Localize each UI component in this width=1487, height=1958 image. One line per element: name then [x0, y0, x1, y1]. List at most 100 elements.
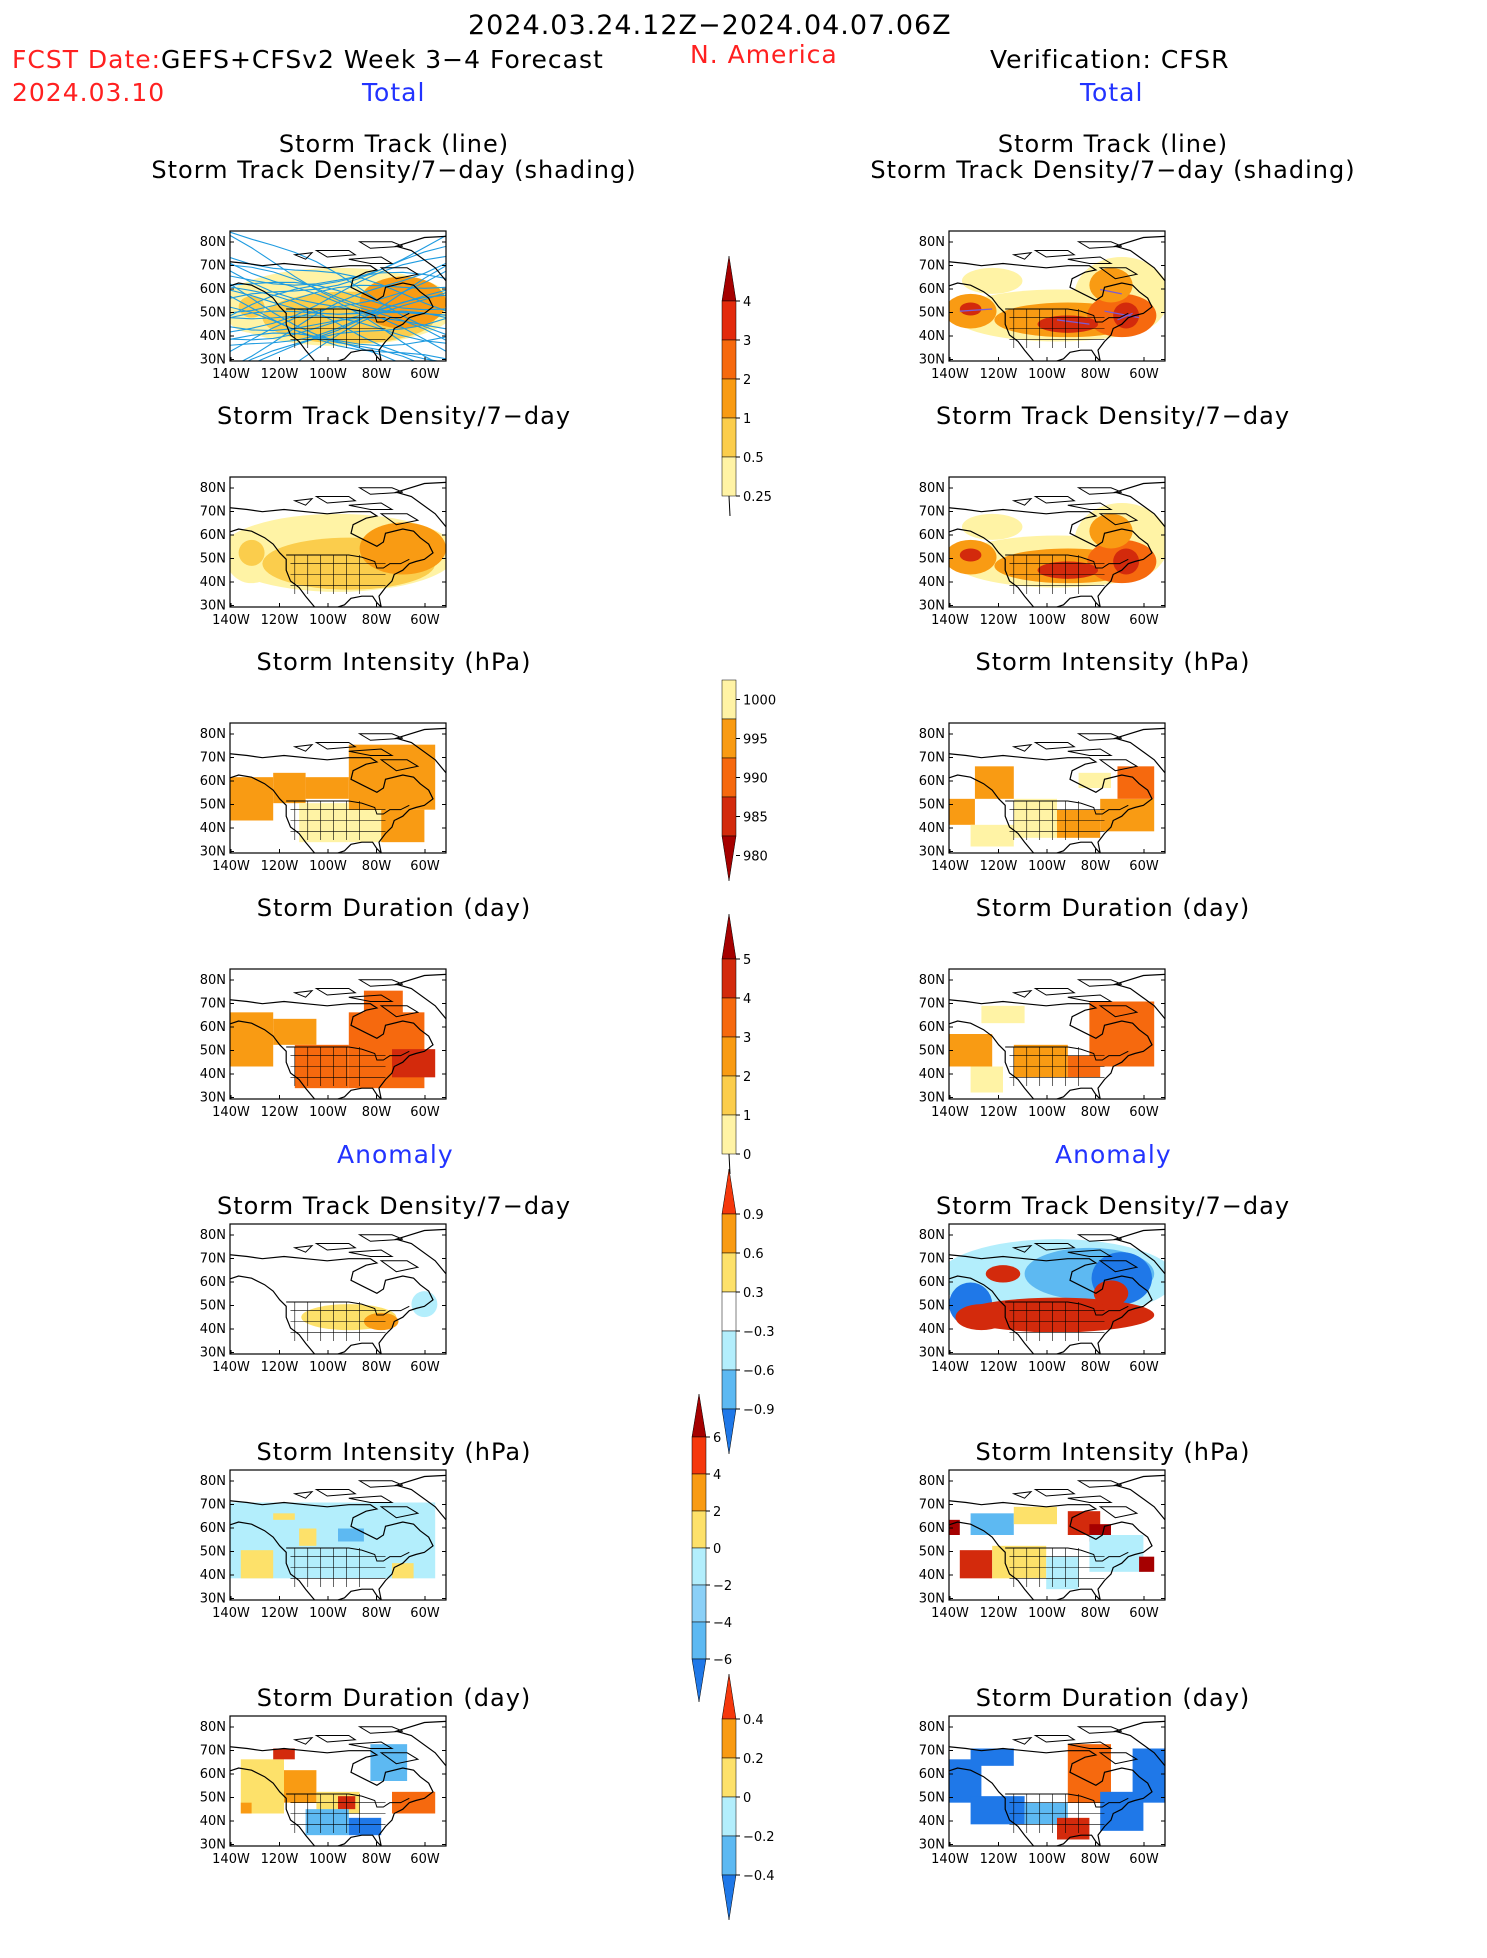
colorbar-swatch — [721, 1252, 737, 1293]
lon-label: 120W — [980, 1852, 1018, 1867]
lat-label: 70N — [200, 1252, 226, 1267]
colorbar-label: 2 — [713, 1505, 721, 1520]
fcst-duration-title: Storm Duration (day) — [256, 894, 532, 922]
lon-label: 80W — [362, 1852, 392, 1867]
colorbar-label: 1 — [743, 1109, 751, 1124]
lat-label: 30N — [919, 845, 945, 860]
lon-label: 80W — [362, 613, 392, 628]
cfsr-duration-anom-map: 80N 70N 60N 50N 40N 30N 140W 120W 100W 80W 60W — [879, 1710, 1179, 1879]
colorbar-label: 0.25 — [743, 490, 772, 505]
lat-label: 80N — [200, 973, 226, 988]
lat-label: 40N — [919, 821, 945, 836]
lon-label: 100W — [1028, 1852, 1066, 1867]
colorbar-label: −4 — [713, 1616, 732, 1631]
lon-label: 140W — [931, 1360, 969, 1375]
colorbar-swatch — [721, 1114, 737, 1155]
lon-label: 120W — [261, 1105, 299, 1120]
colorbar-duration: 5 4 3 2 1 0 — [720, 900, 800, 1198]
lat-label: 80N — [200, 1228, 226, 1243]
fcst-intensity-anom-title: Storm Intensity (hPa) — [256, 1438, 532, 1466]
lat-label: 50N — [919, 1299, 945, 1314]
lat-label: 40N — [200, 1067, 226, 1082]
lat-label: 50N — [200, 552, 226, 567]
lon-label: 120W — [980, 859, 1018, 874]
lat-label: 70N — [200, 1498, 226, 1513]
fcst-duration-map: 80N 70N 60N 50N 40N 30N 140W 120W 100W 80W 60W — [160, 963, 460, 1132]
colorbar-swatch — [721, 1796, 737, 1837]
lat-label: 70N — [200, 751, 226, 766]
lon-label: 100W — [309, 613, 347, 628]
lon-label: 60W — [410, 1852, 440, 1867]
lat-label: 40N — [919, 1568, 945, 1583]
lon-label: 140W — [212, 1606, 250, 1621]
cfsr-duration-anom-title: Storm Duration (day) — [975, 1684, 1251, 1712]
fcst-intensity-map: 80N 70N 60N 50N 40N 30N 140W 120W 100W 80W 60W — [160, 717, 460, 886]
lat-label: 70N — [919, 997, 945, 1012]
lat-label: 60N — [200, 1275, 226, 1290]
lon-label: 120W — [980, 367, 1018, 382]
lat-label: 30N — [200, 1346, 226, 1361]
lon-label: 100W — [1028, 367, 1066, 382]
lon-label: 140W — [212, 1105, 250, 1120]
colorbar-swatch — [721, 757, 737, 798]
lat-label: 60N — [200, 1521, 226, 1536]
lon-label: 140W — [931, 1606, 969, 1621]
lon-label: 80W — [362, 367, 392, 382]
lat-label: 80N — [200, 481, 226, 496]
region-label: N. America — [690, 40, 838, 69]
lat-label: 80N — [200, 235, 226, 250]
colorbar-swatch — [721, 1718, 737, 1759]
cfsr-duration-title: Storm Duration (day) — [975, 894, 1251, 922]
cfsr-density-anom-map: 80N 70N 60N 50N 40N 30N 140W 120W 100W 80W 60W — [879, 1218, 1179, 1387]
colorbar-swatch — [691, 1510, 707, 1549]
lon-label: 80W — [362, 1105, 392, 1120]
colorbar-label: 0 — [713, 1542, 721, 1557]
fcst-intensity-anom-map: 80N 70N 60N 50N 40N 30N 140W 120W 100W 80W 60W — [160, 1464, 460, 1633]
lat-label: 40N — [200, 329, 226, 344]
lon-label: 120W — [980, 1105, 1018, 1120]
lon-label: 120W — [261, 367, 299, 382]
lon-label: 140W — [212, 367, 250, 382]
cfsr-track-shading-title: Storm Track Density/7−day (shading) — [870, 156, 1356, 184]
fcst-product: GEFS+CFSv2 Week 3−4 Forecast — [161, 45, 604, 74]
lon-label: 60W — [1129, 1606, 1159, 1621]
colorbar-swatch — [721, 958, 737, 999]
fcst-duration-anom-map: 80N 70N 60N 50N 40N 30N 140W 120W 100W 80W 60W — [160, 1710, 460, 1879]
lat-label: 60N — [919, 1521, 945, 1536]
lat-label: 40N — [200, 821, 226, 836]
colorbar-label: 3 — [743, 1031, 751, 1046]
lat-label: 80N — [919, 1720, 945, 1735]
lon-label: 140W — [931, 859, 969, 874]
lon-label: 60W — [1129, 1852, 1159, 1867]
lat-label: 70N — [919, 1252, 945, 1267]
lat-label: 70N — [200, 259, 226, 274]
colorbar-label: 0.2 — [743, 1752, 764, 1767]
lon-label: 100W — [1028, 1606, 1066, 1621]
lon-label: 120W — [261, 1606, 299, 1621]
fcst-density-title: Storm Track Density/7−day — [216, 402, 572, 430]
lon-label: 80W — [362, 1606, 392, 1621]
lon-label: 80W — [362, 1360, 392, 1375]
lon-label: 140W — [931, 1105, 969, 1120]
lon-label: 80W — [1081, 613, 1111, 628]
colorbar-duration-anom: 0.4 0.2 0 −0.2 −0.4 — [720, 1660, 800, 1958]
lat-label: 70N — [200, 1744, 226, 1759]
lat-label: 50N — [919, 552, 945, 567]
lat-label: 40N — [200, 575, 226, 590]
lat-label: 50N — [200, 798, 226, 813]
lon-label: 60W — [1129, 1105, 1159, 1120]
colorbar-swatch — [721, 1213, 737, 1254]
lat-label: 40N — [919, 1814, 945, 1829]
total-right-label: Total — [1080, 78, 1144, 107]
colorbar-intensity-anom: 6 4 2 0 −2 −4 −6 — [690, 1380, 770, 1740]
lat-label: 70N — [200, 505, 226, 520]
lat-label: 50N — [200, 1299, 226, 1314]
lon-label: 100W — [1028, 1360, 1066, 1375]
colorbar-swatch — [721, 1835, 737, 1876]
lat-label: 50N — [200, 1545, 226, 1560]
